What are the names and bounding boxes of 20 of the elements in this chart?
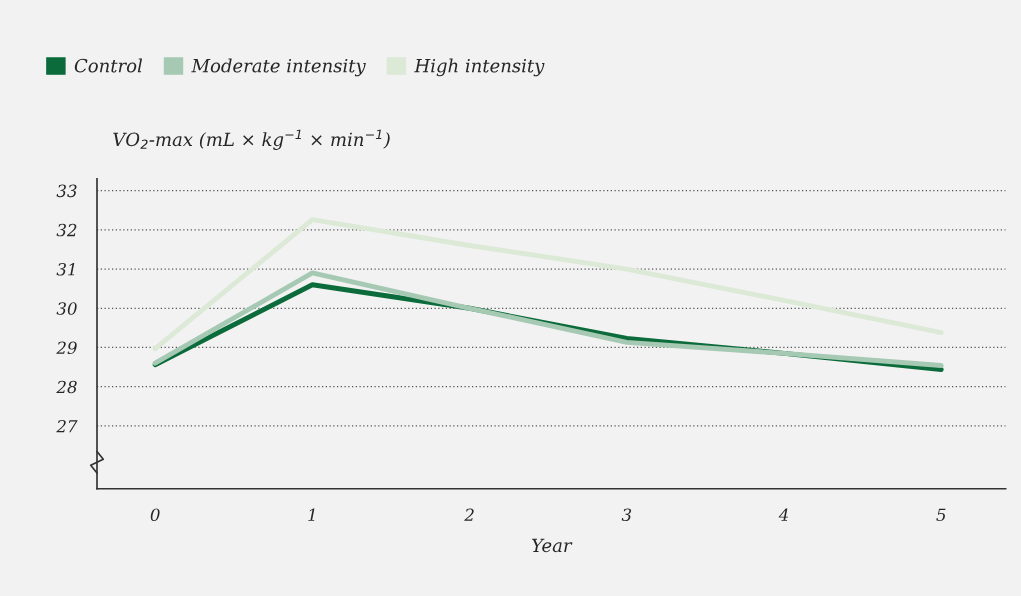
x-tick-label: 4	[778, 508, 789, 521]
legend-label: High intensity	[414, 58, 545, 77]
y-tick-label: 32	[56, 223, 77, 237]
y-tick-label: 29	[56, 341, 77, 355]
legend-label: Moderate intensity	[191, 58, 366, 77]
x-tick-label: 1	[308, 508, 315, 521]
y-tick-label: 27	[56, 419, 78, 433]
legend-label: Control	[74, 58, 143, 73]
x-tick-label: 2	[464, 508, 474, 521]
y-tick-label: 30	[56, 302, 77, 315]
x-tick-label: 0	[150, 508, 160, 522]
line-series	[152, 217, 944, 352]
y-tick-label: 28	[56, 380, 77, 394]
x-tick-label: 3	[621, 508, 632, 522]
y-axis-title: VO$_{2}$-max (mL × kg$^{−1}$ × min$^{−1}$)	[113, 129, 390, 150]
line-series	[152, 270, 944, 368]
y-tick-label: 31	[56, 262, 75, 276]
y-tick-label: 33	[56, 184, 77, 198]
x-tick-label: 5	[936, 508, 946, 522]
x-axis-title: Year	[532, 538, 573, 553]
